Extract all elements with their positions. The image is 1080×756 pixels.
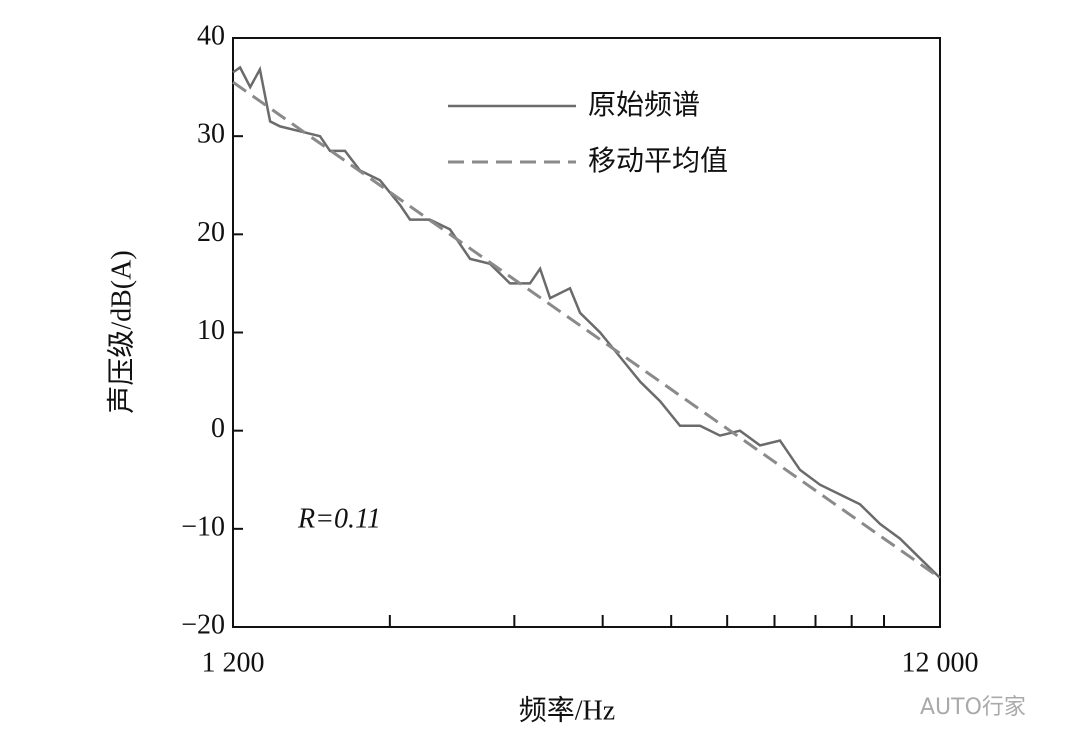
y-tick-label: 30 xyxy=(197,119,225,150)
x-tick-label: 1 200 xyxy=(202,647,265,678)
y-tick-label: 20 xyxy=(197,217,225,248)
x-axis-label: 频率/Hz xyxy=(519,694,615,726)
y-tick-label: −20 xyxy=(181,609,225,640)
plot-frame xyxy=(232,37,941,628)
y-tick-label: 0 xyxy=(211,413,225,444)
series-line xyxy=(232,80,941,580)
legend-label: 移动平均值 xyxy=(588,144,728,177)
y-axis-label: 声压级/dB(A) xyxy=(105,250,137,413)
y-tick-label: −10 xyxy=(181,511,225,542)
annotation: R=0.11 xyxy=(297,503,381,534)
y-tick-label: 10 xyxy=(197,315,225,346)
series-line xyxy=(232,65,941,579)
watermark: AUTO行家 xyxy=(920,695,1026,720)
legend-label: 原始频谱 xyxy=(588,88,700,121)
x-tick-label: 12 000 xyxy=(902,647,979,678)
y-tick-label: 40 xyxy=(197,20,225,51)
